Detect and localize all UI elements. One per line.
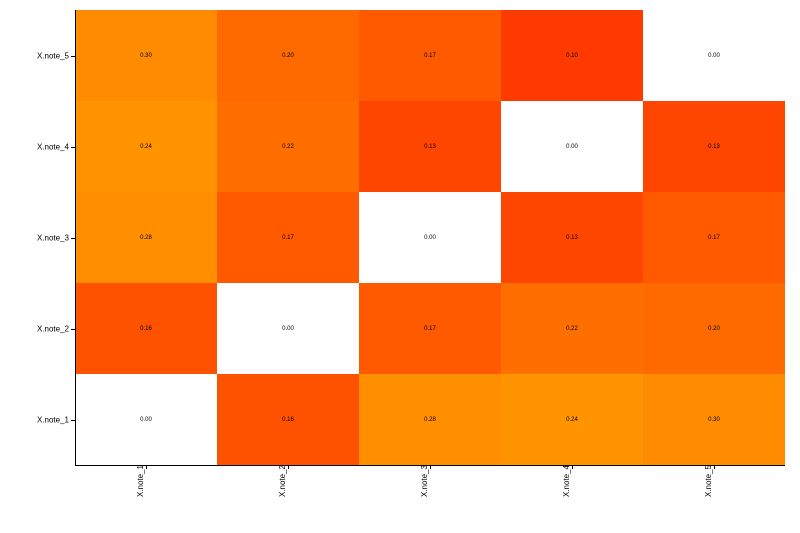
heatmap-cell: 0.22 xyxy=(501,283,643,374)
heatmap-cell-value: 0.28 xyxy=(424,417,436,423)
heatmap-cell: 0.20 xyxy=(643,283,785,374)
heatmap-cell: 0.00 xyxy=(501,101,643,192)
heatmap-cell-value: 0.24 xyxy=(566,417,578,423)
x-tick-label: X.note_2 xyxy=(272,465,287,497)
heatmap-cell-value: 0.13 xyxy=(566,235,578,241)
heatmap-cell: 0.24 xyxy=(501,374,643,465)
heatmap-cell: 0.24 xyxy=(75,101,217,192)
heatmap-cell: 0.00 xyxy=(75,374,217,465)
heatmap-cell: 0.22 xyxy=(217,101,359,192)
heatmap-cell-value: 0.16 xyxy=(282,417,294,423)
heatmap-cell-value: 0.00 xyxy=(708,53,720,59)
heatmap-cell-value: 0.28 xyxy=(140,235,152,241)
heatmap-cell-value: 0.00 xyxy=(566,144,578,150)
heatmap-cell: 0.28 xyxy=(359,374,501,465)
x-tick-label: X.note_4 xyxy=(556,465,571,497)
heatmap-cell-value: 0.24 xyxy=(140,144,152,150)
heatmap-cell-value: 0.17 xyxy=(424,326,436,332)
heatmap-cell-value: 0.17 xyxy=(424,53,436,59)
heatmap-cell: 0.17 xyxy=(643,192,785,283)
heatmap-cell: 0.17 xyxy=(359,283,501,374)
heatmap-cell-value: 0.00 xyxy=(282,326,294,332)
heatmap-cell: 0.16 xyxy=(217,374,359,465)
heatmap-cell-value: 0.17 xyxy=(708,235,720,241)
heatmap-cell-value: 0.16 xyxy=(140,326,152,332)
heatmap-cell-value: 0.22 xyxy=(282,144,294,150)
heatmap-cell-value: 0.30 xyxy=(708,417,720,423)
heatmap-cell: 0.00 xyxy=(643,10,785,101)
heatmap-cell-value: 0.17 xyxy=(282,235,294,241)
heatmap-cell: 0.16 xyxy=(75,283,217,374)
heatmap-cell: 0.13 xyxy=(643,101,785,192)
heatmap-cell: 0.17 xyxy=(359,10,501,101)
x-tick-label: X.note_5 xyxy=(698,465,713,497)
heatmap-plot: 0.30 0.20 0.17 0.10 0.00 0.24 0.22 0.13 0.00 0.13… xyxy=(75,10,785,465)
x-tick-label: X.note_3 xyxy=(414,465,429,497)
heatmap-cell-value: 0.00 xyxy=(140,417,152,423)
heatmap-cell-value: 0.20 xyxy=(282,53,294,59)
x-axis-line xyxy=(75,465,785,466)
heatmap-cell: 0.17 xyxy=(217,192,359,283)
heatmap-cell: 0.13 xyxy=(501,192,643,283)
y-tick-label: X.note_4 xyxy=(37,142,75,151)
heatmap-cell-value: 0.13 xyxy=(424,144,436,150)
y-axis-line xyxy=(75,10,76,465)
heatmap-cell: 0.00 xyxy=(359,192,501,283)
heatmap-cell-value: 0.10 xyxy=(566,53,578,59)
y-tick-label: X.note_5 xyxy=(37,51,75,60)
heatmap-cell-value: 0.00 xyxy=(424,235,436,241)
heatmap-cell: 0.30 xyxy=(643,374,785,465)
y-tick-label: X.note_2 xyxy=(37,324,75,333)
heatmap-cell: 0.00 xyxy=(217,283,359,374)
heatmap-cell: 0.28 xyxy=(75,192,217,283)
heatmap-cell: 0.20 xyxy=(217,10,359,101)
heatmap-cell-value: 0.30 xyxy=(140,53,152,59)
heatmap-cell: 0.13 xyxy=(359,101,501,192)
heatmap-cell-value: 0.20 xyxy=(708,326,720,332)
x-tick-label: X.note_1 xyxy=(130,465,145,497)
heatmap-cell-value: 0.22 xyxy=(566,326,578,332)
heatmap-cell: 0.10 xyxy=(501,10,643,101)
y-tick-label: X.note_1 xyxy=(37,415,75,424)
y-tick-label: X.note_3 xyxy=(37,233,75,242)
heatmap-cell: 0.30 xyxy=(75,10,217,101)
heatmap-cell-value: 0.13 xyxy=(708,144,720,150)
